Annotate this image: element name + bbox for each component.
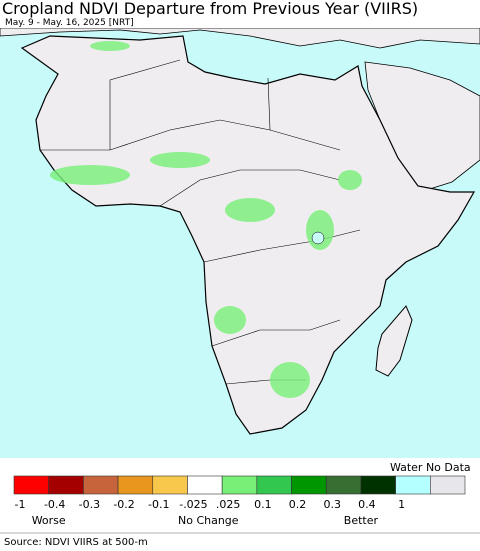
legend-tick-label: -0.2 (113, 498, 134, 511)
legend-swatch (48, 475, 84, 495)
africa (20, 35, 476, 435)
title: Cropland NDVI Departure from Previous Ye… (2, 0, 418, 18)
legend-tick-label: .025 (216, 498, 241, 511)
cropland-patches (50, 41, 362, 398)
arabia (364, 61, 480, 193)
legend-tick-label: 0.1 (254, 498, 272, 511)
legend-swatch (187, 475, 223, 495)
legend-tick-label: 0.3 (323, 498, 341, 511)
title-bg (0, 0, 480, 28)
madagascar (375, 305, 413, 377)
legend-tick-label: -.025 (179, 498, 207, 511)
legend-tick-label: 1 (398, 498, 405, 511)
legend-swatch (325, 475, 362, 495)
lake (311, 231, 325, 245)
legend-word: Better (344, 514, 379, 527)
legend-tick-label: 0.4 (358, 498, 376, 511)
legend-swatch (221, 475, 258, 495)
legend-swatch (395, 475, 431, 495)
subtitle: May. 9 - May. 16, 2025 [NRT] (5, 18, 134, 28)
legend-word: No Change (178, 514, 239, 527)
legend-word: Worse (32, 514, 66, 527)
water-no-data-label: Water No Data (390, 461, 471, 474)
legend-swatch (117, 475, 154, 495)
legend-swatch (430, 475, 466, 495)
legend-swatch (152, 475, 188, 495)
legend-tick-label: 0.2 (289, 498, 307, 511)
legend-tick-label: -0.3 (79, 498, 100, 511)
legend-swatch (83, 475, 119, 495)
legend: -1 -0.4 -0.3 -0.2 -0.1 -.025 .025 0.1 0.2 0.3 0.4 1… (13, 461, 471, 527)
source: Source: NDVI VIIRS at 500-m (4, 537, 148, 548)
legend-tick-label: -0.4 (44, 498, 65, 511)
legend-swatch (13, 475, 49, 495)
legend-tick-label: -0.1 (148, 498, 169, 511)
legend-swatch (291, 475, 327, 495)
legend-swatch (256, 475, 292, 495)
legend-tick-label: -1 (15, 498, 26, 511)
europe (0, 27, 480, 49)
legend-swatch (360, 475, 396, 495)
